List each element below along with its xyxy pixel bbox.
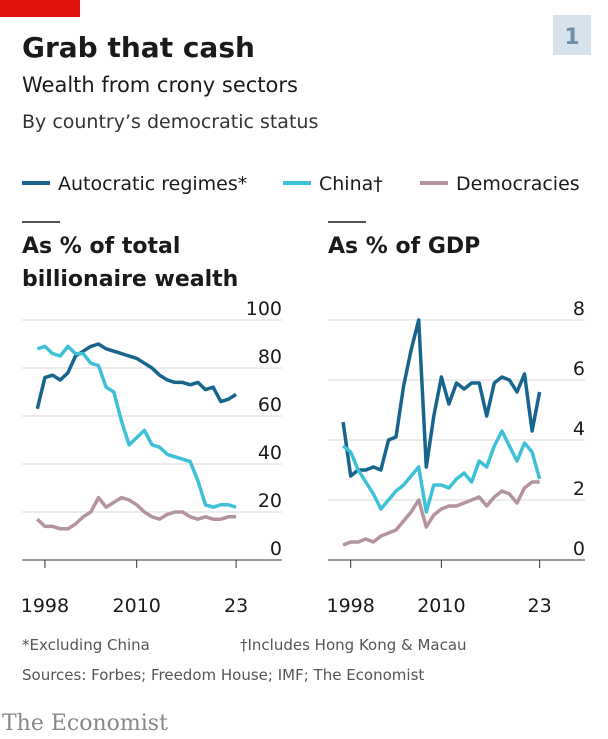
footnote: †Includes Hong Kong & Macau: [240, 636, 467, 654]
y-tick-label: 100: [246, 298, 282, 320]
subtitle: Wealth from crony sectors: [22, 73, 298, 97]
series-line: [341, 318, 542, 478]
chart-title: Grab that cash: [22, 31, 255, 64]
y-tick-label: 60: [258, 394, 282, 416]
panel-title: As % of total: [22, 234, 180, 259]
y-tick-label: 6: [573, 358, 585, 380]
source: Sources: Forbes; Freedom House; IMF; The…: [22, 666, 424, 684]
subtitle: By country’s democratic status: [22, 111, 318, 133]
series-line: [342, 480, 540, 547]
x-tick-label: 2010: [113, 595, 161, 617]
y-tick-label: 0: [270, 538, 282, 560]
legend-label: China†: [319, 173, 383, 195]
y-tick-label: 2: [573, 478, 585, 500]
x-tick-label: 23: [224, 595, 248, 617]
series-line: [342, 429, 542, 514]
x-tick-label: 1998: [21, 595, 69, 617]
series-line: [36, 344, 237, 509]
x-tick-label: 1998: [326, 595, 374, 617]
y-tick-label: 80: [258, 346, 282, 368]
y-tick-label: 0: [573, 538, 585, 560]
panel-title: As % of GDP: [328, 234, 480, 259]
badge: 1: [564, 25, 579, 50]
y-tick-label: 8: [573, 298, 585, 320]
panel-title: billionaire wealth: [22, 267, 238, 292]
x-tick-label: 23: [528, 595, 552, 617]
badge-box: [553, 15, 591, 55]
brand-bar: [0, 0, 80, 17]
legend-label: Democracies: [456, 173, 580, 195]
series-line: [36, 495, 237, 531]
series-line: [35, 342, 238, 410]
y-tick-label: 20: [258, 490, 282, 512]
y-tick-label: 4: [573, 418, 585, 440]
legend-label: Autocratic regimes*: [58, 173, 247, 195]
x-tick-label: 2010: [417, 595, 465, 617]
brand: The Economist: [2, 711, 168, 736]
footnote: *Excluding China: [22, 636, 150, 654]
y-tick-label: 40: [258, 442, 282, 464]
